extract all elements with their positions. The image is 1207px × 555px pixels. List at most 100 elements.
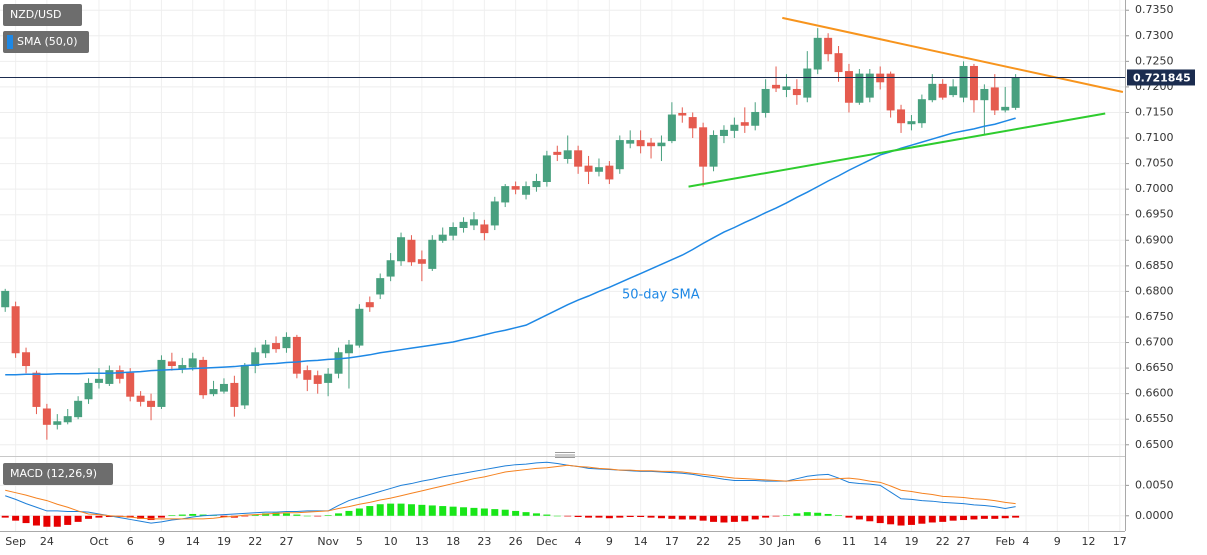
histogram-bar [960, 515, 968, 521]
histogram-bar [762, 515, 770, 518]
candle-body [449, 227, 458, 236]
candle-body [615, 140, 624, 170]
candle-body [886, 73, 895, 111]
x-tick-label: Feb [995, 535, 1014, 548]
histogram-bar [647, 515, 655, 518]
histogram-bar [480, 508, 488, 516]
histogram-bar [522, 512, 530, 516]
candle-body [490, 201, 499, 226]
candle-body [292, 336, 301, 374]
y-tick-label: 0.7350 [1135, 3, 1174, 16]
candle-body [667, 114, 676, 142]
candle-body [1, 290, 10, 308]
candle-body [334, 352, 343, 374]
candle-body [772, 84, 781, 89]
legend-swatch [7, 35, 13, 49]
histogram-bar [178, 514, 186, 516]
histogram-bar [43, 515, 51, 527]
histogram-bar [793, 513, 801, 516]
candle-body [261, 344, 270, 354]
histogram-bar [772, 515, 780, 517]
candle-body [719, 129, 728, 136]
histogram-bar [189, 513, 197, 516]
histogram-bar [355, 508, 363, 516]
histogram-bar [605, 515, 613, 519]
candle-body [126, 372, 135, 397]
y-tick-label: 0.7250 [1135, 54, 1174, 67]
candle-body [594, 167, 603, 172]
histogram-bar [397, 503, 405, 516]
histogram-bar [657, 515, 665, 519]
x-tick-label: 22 [696, 535, 710, 548]
indicator-badge [3, 463, 113, 485]
candle-body [11, 306, 20, 354]
histogram-bar [220, 515, 228, 518]
candle-body [647, 142, 656, 147]
candle-body [94, 378, 103, 383]
y-tick-label: 0.7300 [1135, 29, 1174, 42]
candle-body [907, 121, 916, 125]
y-tick-label: 0.6900 [1135, 233, 1174, 246]
histogram-bar [855, 515, 863, 520]
y-tick-label: 0.7100 [1135, 131, 1174, 144]
x-tick-label: 30 [759, 535, 773, 548]
candle-body [178, 365, 187, 369]
x-tick-label: 14 [873, 535, 887, 548]
histogram-bar [678, 515, 686, 520]
y-tick-label: 0.0000 [1135, 509, 1174, 522]
candle-body [344, 344, 353, 354]
histogram-bar [585, 515, 593, 518]
x-tick-label: 5 [356, 535, 363, 548]
y-tick-label: 0.6650 [1135, 361, 1174, 374]
histogram-bar [407, 504, 415, 516]
histogram-bar [105, 515, 113, 518]
candle-body [542, 155, 551, 182]
histogram-bar [616, 515, 624, 518]
candle-body [74, 400, 83, 418]
candle-body [136, 395, 145, 402]
y-tick-label: 0.7000 [1135, 182, 1174, 195]
histogram-bar [866, 515, 874, 522]
candle-body [22, 352, 31, 367]
candle-body [522, 186, 531, 195]
histogram-bar [1012, 515, 1020, 518]
x-tick-label: 14 [186, 535, 200, 548]
histogram-bar [314, 515, 322, 517]
plot-area: Sep 24 Oct 6 9 14 19 22 27 Nov 5 10 13 18 23 26 Dec 4 9 14 1… [0, 0, 1195, 548]
x-tick-label: 9 [606, 535, 613, 548]
histogram-bar [928, 515, 936, 523]
histogram-bar [782, 515, 790, 516]
x-tick-label: 17 [665, 535, 679, 548]
x-tick-label: 27 [957, 535, 971, 548]
histogram-bar [428, 505, 436, 516]
legend-label: SMA (50,0) [17, 35, 78, 48]
candle-body [699, 127, 708, 167]
candle-body [865, 73, 874, 98]
candle-body [938, 83, 947, 98]
x-tick-label: 25 [727, 535, 741, 548]
histogram-bar [751, 515, 759, 520]
histogram-bar [689, 515, 697, 520]
x-tick-label: 23 [477, 535, 491, 548]
macd-line [5, 461, 1016, 524]
candle-body [532, 180, 541, 188]
candle-body [553, 151, 562, 155]
histogram-bar [720, 515, 728, 523]
histogram-bar [543, 514, 551, 516]
candle-body [32, 372, 41, 407]
candle-body [219, 383, 228, 392]
x-tick-label: 14 [634, 535, 648, 548]
x-tick-label: 18 [446, 535, 460, 548]
histogram-bar [262, 513, 270, 516]
histogram-bar [387, 503, 395, 516]
indicator-title: MACD (12,26,9) [10, 467, 97, 480]
y-tick-label: 0.6500 [1135, 438, 1174, 451]
candle-body [188, 358, 197, 368]
candle-body [376, 278, 385, 295]
x-tick-label: 13 [415, 535, 429, 548]
histogram-bar [710, 515, 718, 522]
candle-body [53, 421, 62, 425]
candle-body [240, 365, 249, 406]
y-tick-label: 0.6950 [1135, 208, 1174, 221]
histogram-bar [949, 515, 957, 521]
